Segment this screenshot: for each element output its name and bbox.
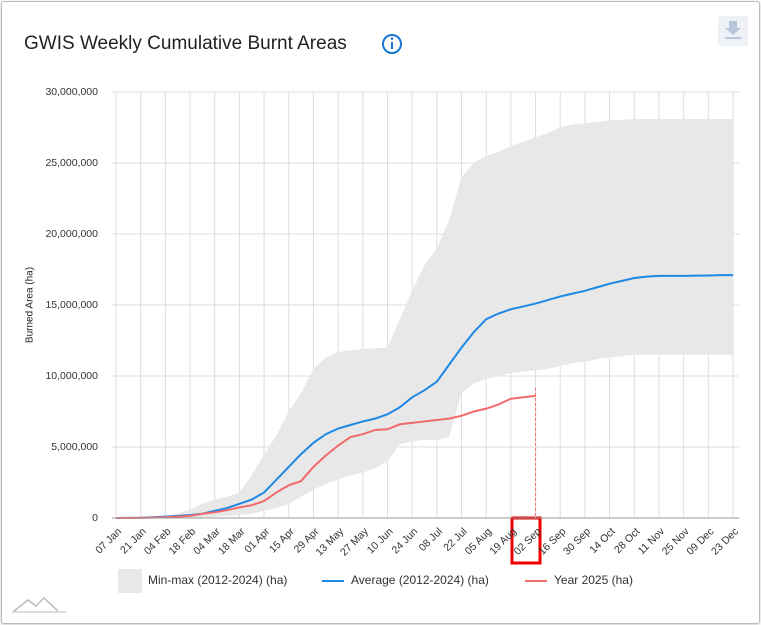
x-tick-label: 01 Apr	[242, 525, 272, 555]
y-tick-label: 0	[92, 512, 98, 524]
y-tick-label: 10,000,000	[45, 370, 98, 382]
y-tick-label: 20,000,000	[45, 228, 98, 240]
x-tick-label: 24 Jun	[389, 525, 420, 556]
series-line	[116, 394, 536, 519]
x-tick-label: 04 Feb	[142, 525, 174, 557]
chart-title: GWIS Weekly Cumulative Burnt Areas	[24, 33, 347, 54]
x-tick-label: 15 Apr	[267, 525, 297, 555]
y-axis-label: Burned Area (ha)	[25, 267, 36, 343]
info-icon[interactable]	[382, 34, 402, 54]
y-tick-label: 5,000,000	[51, 441, 98, 453]
y-tick-label: 30,000,000	[45, 86, 98, 98]
x-tick-label: 27 May	[338, 525, 371, 558]
x-tick-label: 05 Aug	[463, 525, 495, 557]
x-tick-label: 30 Sep	[561, 525, 593, 557]
x-tick-label: 08 Jul	[417, 526, 445, 554]
logo	[12, 596, 66, 613]
y-tick-label: 15,000,000	[45, 299, 98, 311]
legend-label: Year 2025 (ha)	[554, 573, 633, 587]
x-tick-label: 07 Jan	[93, 525, 124, 556]
min-max-band	[116, 118, 733, 518]
series-line	[115, 274, 733, 519]
legend-swatch	[118, 569, 142, 593]
legend-label: Min-max (2012-2024) (ha)	[148, 573, 287, 587]
legend-label: Average (2012-2024) (ha)	[351, 573, 489, 587]
x-tick-label: 18 Mar	[216, 525, 248, 557]
y-tick-label: 25,000,000	[45, 157, 98, 169]
x-tick-label: 10 Jun	[365, 525, 396, 556]
x-tick-label: 23 Dec	[709, 526, 741, 558]
x-tick-label: 14 Oct	[587, 526, 617, 556]
x-tick-label: 18 Feb	[167, 525, 199, 557]
download-button[interactable]	[718, 16, 748, 46]
